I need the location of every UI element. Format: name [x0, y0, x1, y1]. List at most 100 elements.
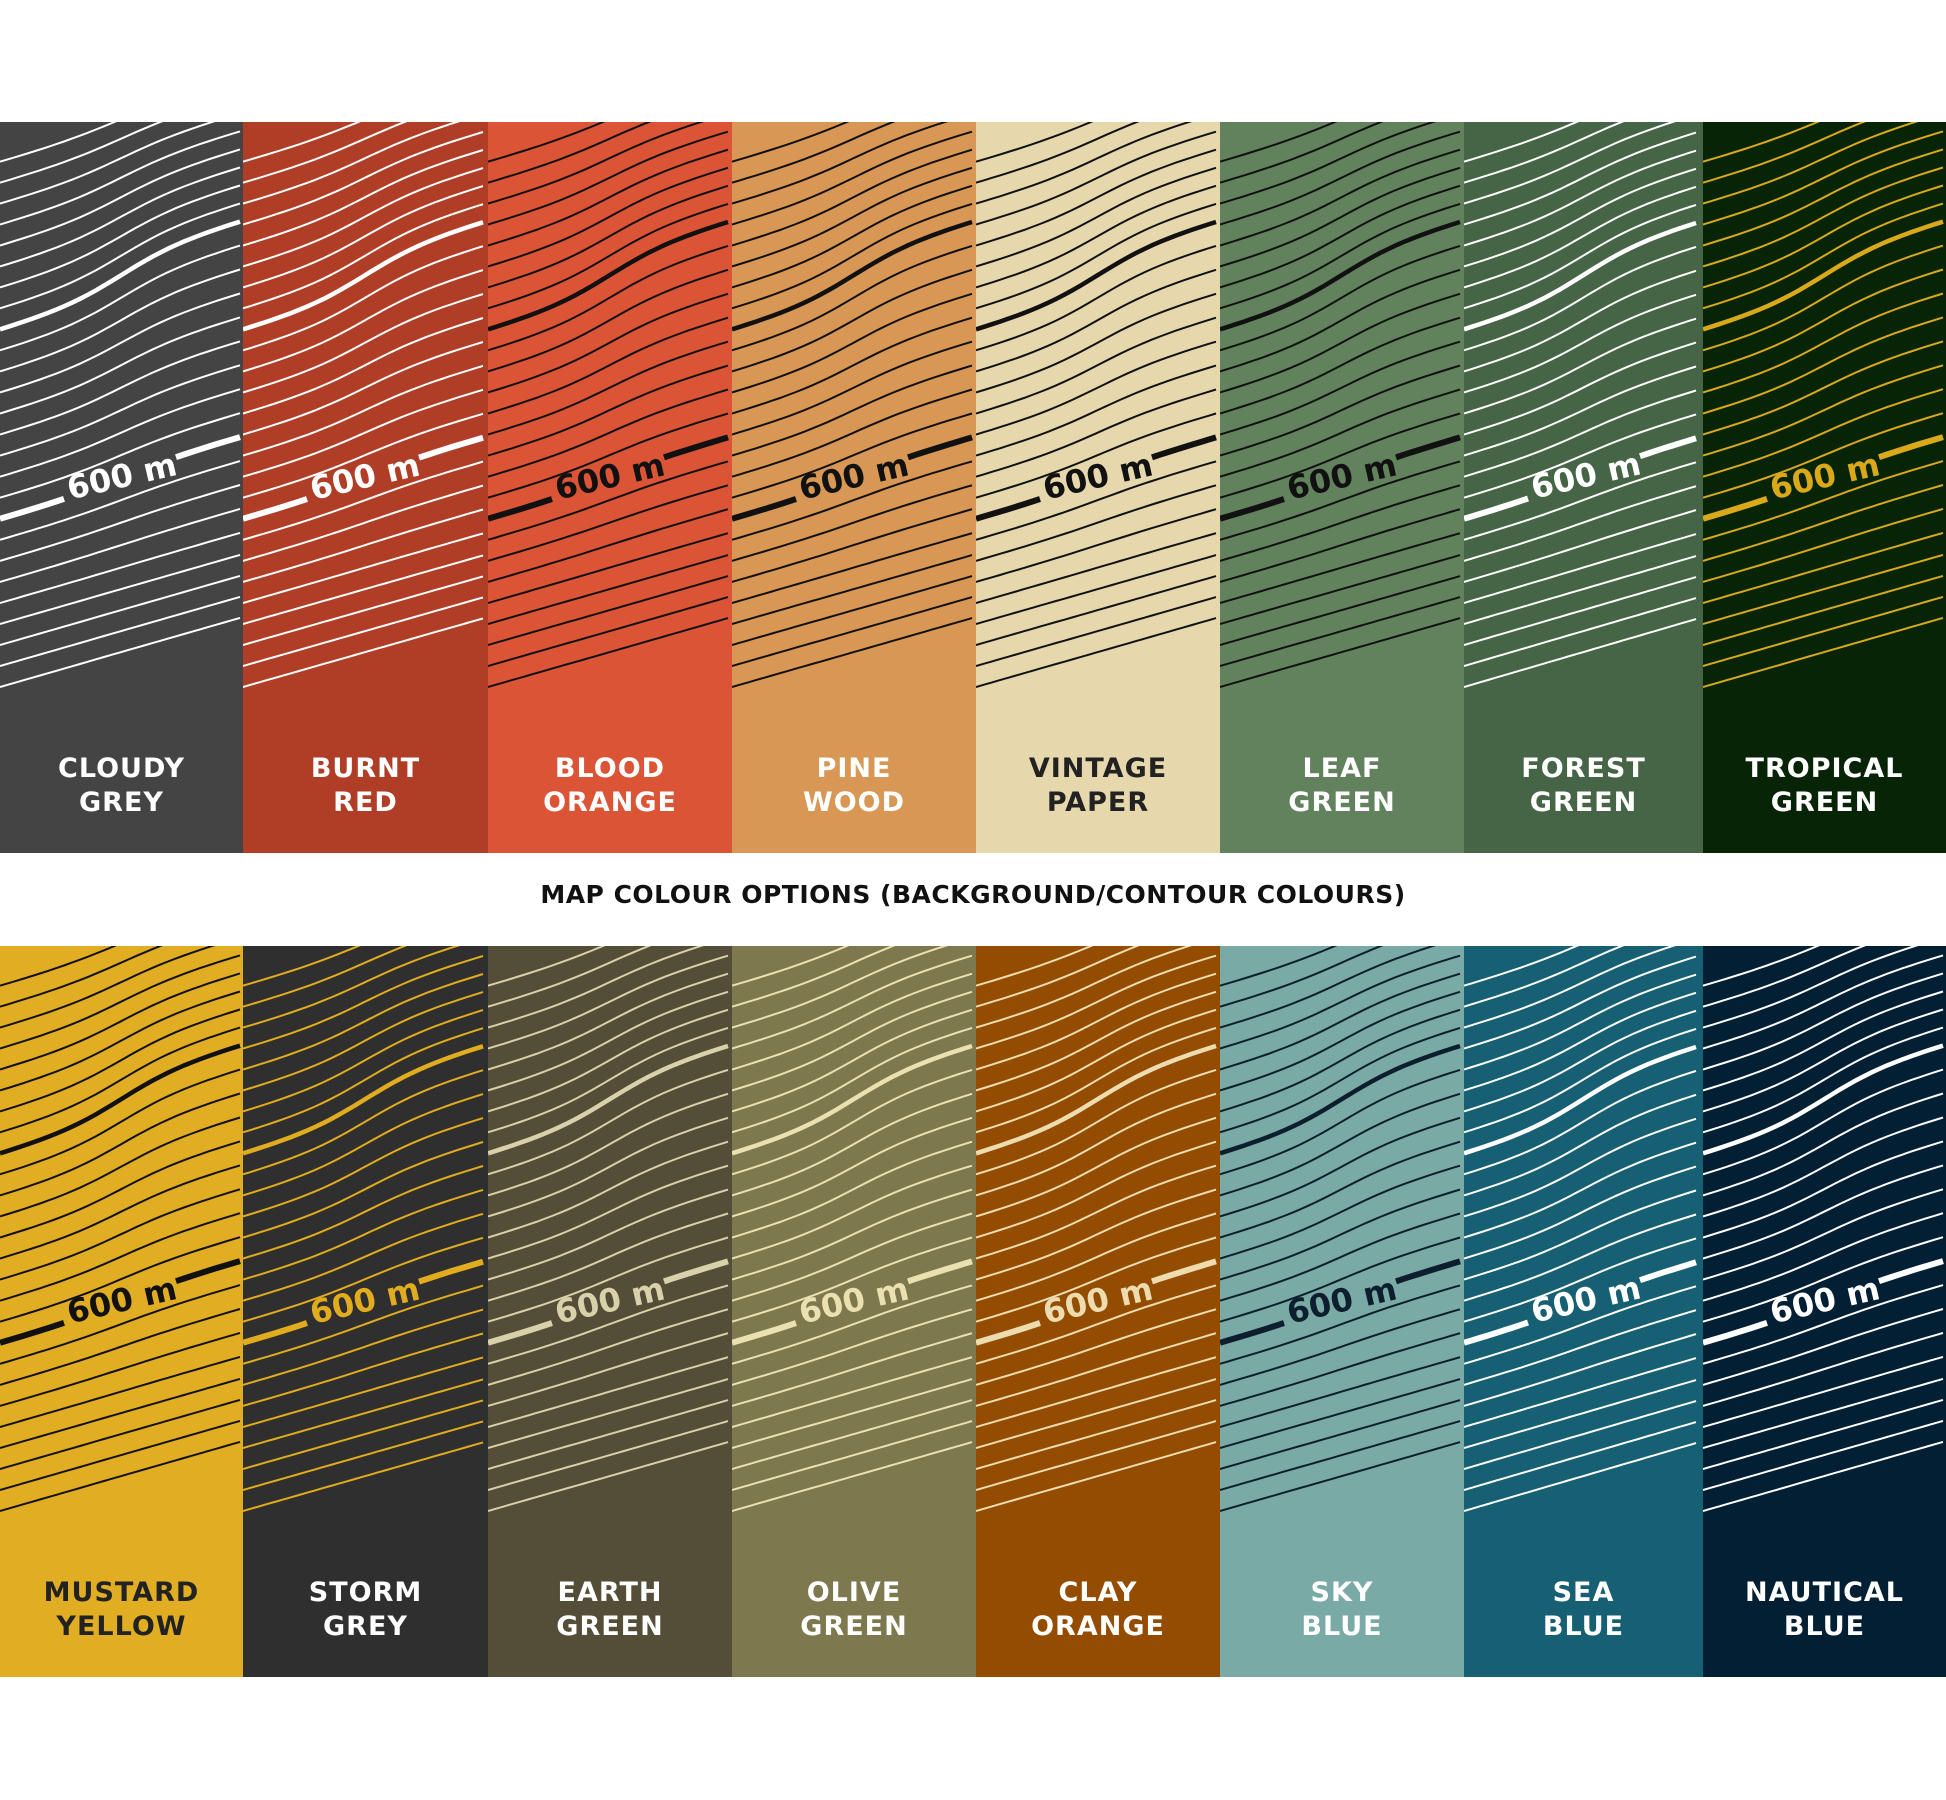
contour-line	[1464, 1044, 1697, 1156]
contour-line	[243, 167, 484, 268]
contour-line	[976, 532, 1217, 604]
contour-line	[976, 166, 1217, 268]
contour-600m-line	[0, 496, 65, 522]
contour-line	[0, 484, 241, 562]
contour-line	[1703, 268, 1944, 373]
contour-line	[1464, 946, 1676, 1029]
colour-name-line1: SEA	[1552, 1577, 1615, 1608]
contour-line	[243, 1009, 484, 1113]
contour-line	[243, 1069, 484, 1176]
contour-line	[243, 955, 484, 1050]
contour-line	[488, 184, 729, 289]
contour-line	[1703, 616, 1944, 688]
contour-line	[243, 149, 484, 247]
contour-line	[732, 388, 973, 478]
contour-600m-line	[907, 434, 973, 461]
contour-line	[1220, 1188, 1461, 1281]
contour-line	[732, 219, 973, 332]
contour-line	[243, 596, 484, 667]
contour-line	[1464, 991, 1697, 1092]
contour-line	[0, 1212, 241, 1302]
contour-line	[1220, 1441, 1461, 1512]
contour-line	[976, 1420, 1217, 1491]
contour-line	[1220, 388, 1461, 478]
contour-line	[1703, 1284, 1944, 1365]
contour-line	[976, 596, 1217, 667]
contour-line	[243, 1236, 484, 1323]
contour-line	[0, 507, 241, 583]
contour-lines: 600 m	[1464, 946, 1697, 1512]
colour-name-line2: BLUE	[1542, 1611, 1625, 1642]
contour-line	[976, 1188, 1217, 1281]
contour-line	[0, 202, 241, 310]
contour-line	[0, 1116, 241, 1218]
contour-line	[1703, 1140, 1944, 1239]
contour-600m-line	[418, 1258, 484, 1285]
contour-line	[1703, 184, 1944, 289]
contour-line	[243, 317, 484, 415]
contour-line	[976, 244, 1217, 352]
contour-line	[243, 1044, 484, 1156]
contour-line	[0, 122, 164, 184]
contour-line	[1703, 130, 1944, 226]
contour-line	[1220, 1043, 1461, 1156]
colour-name: LEAF GREEN	[1220, 752, 1464, 820]
contour-line	[1703, 1026, 1944, 1134]
contour-line	[243, 1188, 484, 1281]
contour-line	[1464, 1141, 1697, 1239]
contour-line	[1220, 1399, 1461, 1470]
contour-line	[488, 1441, 729, 1512]
colour-name-line1: OLIVE	[806, 1577, 902, 1608]
contour-line	[243, 1308, 484, 1386]
contour-line	[976, 990, 1217, 1092]
contour-line	[1703, 1331, 1944, 1407]
colour-name: CLOUDY GREY	[0, 752, 243, 820]
contour-600m-line	[1639, 435, 1697, 460]
colour-name-line2: ORANGE	[1031, 1611, 1165, 1642]
contour-line	[1703, 1398, 1944, 1470]
contour-line	[243, 122, 361, 163]
contour-line	[732, 946, 896, 1008]
contour-line	[0, 595, 241, 667]
contour-line	[488, 1356, 729, 1428]
colour-name-line2: GREY	[323, 1611, 408, 1642]
contour-line	[976, 1164, 1217, 1260]
contour-line	[1220, 1140, 1461, 1239]
contour-line	[243, 1441, 484, 1512]
contour-line	[976, 1116, 1217, 1218]
contour-line	[243, 131, 484, 226]
contour-line	[0, 130, 241, 226]
contour-line	[243, 1332, 484, 1407]
contour-line	[1220, 1284, 1461, 1365]
contour-line	[0, 1188, 241, 1281]
contour-line	[1703, 484, 1944, 562]
contour-line	[243, 460, 484, 541]
swatch-row-bottom: 600 m MUSTARD YELLOW 600 m STORM GREY 600 m EAR…	[0, 946, 1946, 1677]
contour-line	[1220, 1420, 1461, 1491]
contour-line	[1703, 412, 1944, 499]
contour-600m-line	[1464, 495, 1529, 522]
contour-line	[732, 166, 973, 268]
contour-line	[1464, 946, 1580, 987]
contour-line	[976, 1236, 1217, 1323]
contour-line	[732, 1420, 973, 1491]
contour-line	[1703, 122, 1867, 184]
contour-line	[243, 364, 484, 457]
contour-line	[1464, 1357, 1697, 1428]
contour-line	[488, 316, 729, 415]
contour-600m-line	[1395, 1258, 1461, 1285]
contour-line	[1464, 1442, 1697, 1512]
contour-line	[1464, 203, 1697, 310]
contour-line	[243, 1165, 484, 1260]
contour-line	[1703, 990, 1944, 1092]
contour-line	[1220, 1008, 1461, 1113]
colour-swatch: 600 m OLIVE GREEN	[732, 946, 976, 1677]
contour-line	[1220, 1026, 1461, 1134]
contour-line	[1464, 1213, 1697, 1302]
contour-line	[1220, 575, 1461, 646]
colour-name: EARTH GREEN	[488, 1576, 732, 1644]
contour-line	[1464, 1027, 1697, 1134]
contour-lines: 600 m	[0, 946, 241, 1512]
contour-line	[243, 220, 484, 332]
contour-line	[243, 973, 484, 1071]
